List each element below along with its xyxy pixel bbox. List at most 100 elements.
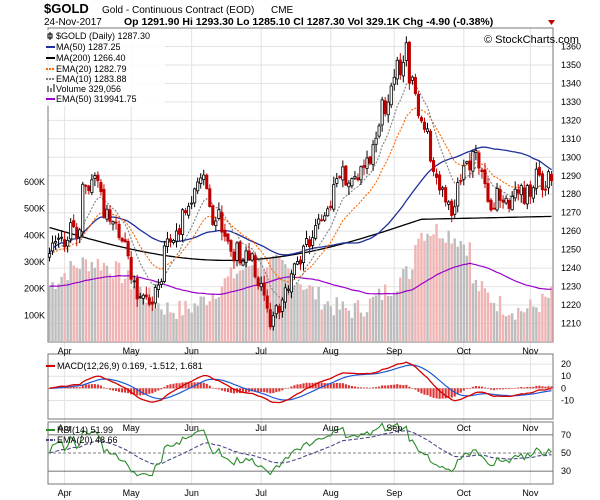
candle-body — [465, 161, 469, 164]
volume-bar — [520, 311, 523, 342]
macd-hist-bar — [269, 388, 272, 394]
candle-body — [135, 277, 139, 300]
volume-bar — [226, 276, 230, 342]
volume-bar — [411, 269, 414, 342]
volume-bar — [302, 289, 305, 342]
volume-tick-label: 200K — [24, 284, 45, 294]
volume-bar — [523, 312, 526, 342]
candle-body — [57, 237, 61, 240]
volume-bar — [429, 235, 432, 342]
candle-body — [174, 230, 179, 242]
macd-hist-bar — [114, 388, 118, 391]
candle-body — [81, 183, 85, 233]
volume-bar — [223, 278, 227, 342]
candle-body — [419, 117, 424, 122]
volume-bar — [492, 303, 496, 342]
macd-hist-bar — [468, 388, 471, 389]
symbol: $GOLD — [44, 1, 89, 16]
volume-bar — [181, 315, 184, 342]
candle-body — [286, 288, 290, 291]
macd-hist-bar — [408, 386, 411, 389]
volume-bar — [538, 312, 541, 342]
volume-bar — [386, 295, 390, 342]
macd-hist-bar — [320, 382, 323, 389]
volume-bar — [368, 298, 372, 342]
macd-hist-bar — [278, 388, 281, 392]
volume-bar — [465, 255, 469, 342]
volume-bar — [432, 234, 435, 342]
volume-bar — [293, 286, 296, 342]
macd-label: MACD(12,26,9) 0.169, -1.512, 1.681 — [57, 361, 203, 371]
volume-bar — [259, 256, 263, 342]
ma200-line — [49, 215, 552, 262]
macd-hist-bar — [462, 388, 465, 391]
candle-body — [519, 185, 523, 196]
candle-body — [99, 182, 103, 193]
rsi-tick-label: 50 — [561, 448, 571, 458]
candle-body — [241, 260, 245, 266]
volume-bar — [371, 296, 375, 342]
price-panel — [47, 36, 554, 342]
volume-bar — [117, 262, 121, 342]
macd-hist-bar — [365, 387, 369, 389]
volume-bar — [399, 277, 402, 342]
candle-body — [389, 85, 393, 106]
volume-bar — [374, 295, 378, 342]
volume-bar — [456, 246, 459, 342]
macd-hist-bar — [127, 388, 130, 394]
rsi-panel — [48, 422, 552, 477]
candle-body — [93, 175, 97, 179]
quote-date: 24-Nov-2017 — [44, 17, 102, 28]
price-candles — [47, 36, 554, 331]
volume-bar — [447, 230, 450, 342]
candle-body — [84, 184, 88, 187]
volume-bar — [247, 266, 251, 342]
volume-bar — [72, 265, 75, 342]
month-label: Nov — [522, 488, 539, 498]
candle-body — [447, 201, 451, 205]
candle-body — [386, 101, 390, 116]
volume-bar — [229, 267, 233, 342]
volume-bar — [441, 238, 444, 342]
candle-body — [516, 189, 520, 194]
volume-bar — [517, 307, 520, 342]
volume-bar — [532, 306, 535, 342]
volume-bar — [350, 317, 354, 342]
candle-body — [232, 251, 236, 262]
watermark: © StockCharts.com — [484, 34, 579, 46]
candle-body — [202, 174, 206, 180]
candle-icon — [47, 32, 53, 40]
volume-bar — [498, 295, 502, 342]
macd-hist-bar — [341, 383, 344, 389]
price-tick-label: 1290 — [561, 171, 581, 181]
volume-bar — [90, 262, 94, 342]
macd-hist-bar — [93, 384, 96, 389]
candle-body — [69, 222, 73, 240]
down-arrow-icon — [548, 20, 555, 25]
macd-hist-bar — [317, 382, 320, 389]
month-label: May — [123, 423, 141, 433]
month-label: Apr — [58, 346, 72, 356]
macd-hist-bar — [287, 387, 290, 389]
volume-tick-label: 100K — [24, 310, 45, 320]
candle-body — [75, 227, 79, 239]
volume-bar — [462, 244, 466, 342]
macd-hist-bar — [411, 387, 414, 389]
macd-hist-bar — [532, 386, 535, 389]
macd-hist-bar — [432, 388, 435, 398]
volume-bar — [332, 315, 335, 342]
candle-body — [271, 315, 275, 327]
macd-hist-bar — [535, 385, 538, 389]
volume-bar — [108, 273, 112, 342]
month-label: Aug — [323, 423, 339, 433]
volume-bar — [184, 300, 187, 342]
volume-bar — [96, 258, 100, 342]
candle-body — [480, 169, 484, 172]
candle-body — [456, 182, 460, 207]
volume-bar — [402, 268, 405, 342]
macd-hist-bar — [272, 388, 275, 394]
rsi-tick-label: 30 — [561, 466, 571, 476]
macd-hist-bar — [387, 385, 390, 389]
macd-hist-bar — [426, 388, 429, 396]
macd-hist-bar — [238, 388, 242, 394]
